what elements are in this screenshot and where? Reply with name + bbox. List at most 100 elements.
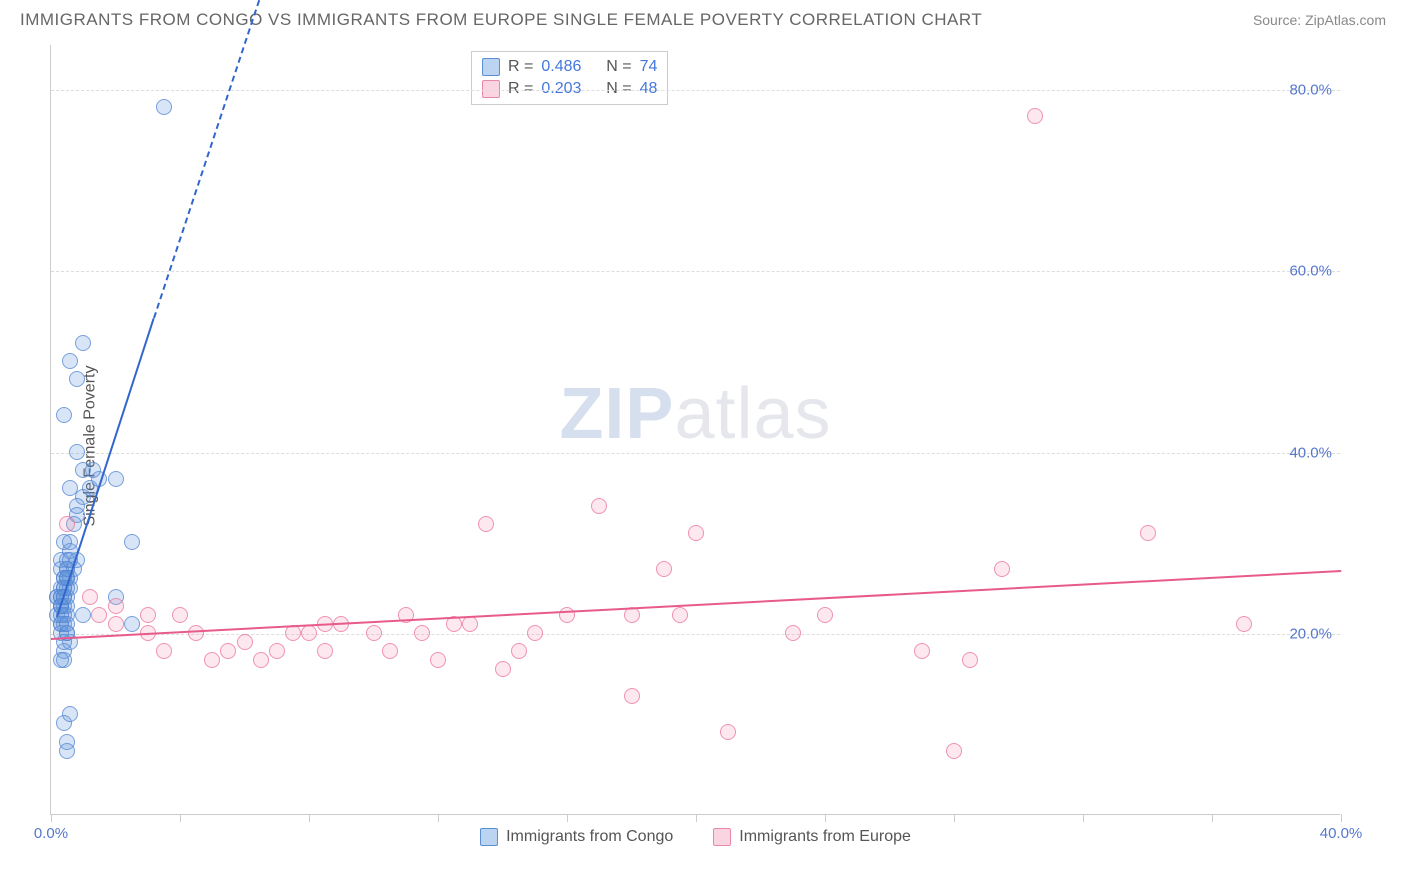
scatter-point-europe xyxy=(962,652,978,668)
scatter-point-europe xyxy=(817,607,833,623)
scatter-point-europe xyxy=(430,652,446,668)
source-label: Source: xyxy=(1253,12,1301,28)
scatter-point-europe xyxy=(591,498,607,514)
chart-source: Source: ZipAtlas.com xyxy=(1253,12,1386,28)
x-tick xyxy=(309,814,310,822)
scatter-point-europe xyxy=(414,625,430,641)
scatter-point-congo xyxy=(59,743,75,759)
scatter-point-europe xyxy=(785,625,801,641)
scatter-point-europe xyxy=(269,643,285,659)
scatter-point-congo xyxy=(69,498,85,514)
n-label: N = xyxy=(606,80,631,98)
scatter-point-europe xyxy=(91,607,107,623)
scatter-point-europe xyxy=(1027,108,1043,124)
x-tick xyxy=(567,814,568,822)
scatter-point-europe xyxy=(511,643,527,659)
watermark: ZIPatlas xyxy=(559,373,831,455)
scatter-point-congo xyxy=(156,99,172,115)
scatter-point-europe xyxy=(1236,616,1252,632)
scatter-point-congo xyxy=(62,480,78,496)
x-tick-label-right: 40.0% xyxy=(1320,825,1363,842)
scatter-point-europe xyxy=(672,607,688,623)
scatter-point-europe xyxy=(188,625,204,641)
scatter-point-europe xyxy=(1140,525,1156,541)
scatter-point-congo xyxy=(62,706,78,722)
n-value-b: 48 xyxy=(640,80,658,98)
scatter-point-congo xyxy=(53,652,69,668)
scatter-point-europe xyxy=(204,652,220,668)
x-tick xyxy=(180,814,181,822)
scatter-point-congo xyxy=(62,534,78,550)
scatter-point-congo xyxy=(124,534,140,550)
x-tick xyxy=(1341,814,1342,822)
x-tick xyxy=(954,814,955,822)
scatter-point-europe xyxy=(301,625,317,641)
bottom-legend: Immigrants from Congo Immigrants from Eu… xyxy=(51,828,1340,846)
legend-item-a: Immigrants from Congo xyxy=(480,828,673,846)
y-tick-label: 20.0% xyxy=(1289,625,1332,642)
scatter-point-europe xyxy=(527,625,543,641)
n-value-a: 74 xyxy=(640,58,658,76)
legend-label-b: Immigrants from Europe xyxy=(739,828,911,846)
scatter-point-europe xyxy=(478,516,494,532)
scatter-point-congo xyxy=(69,371,85,387)
x-tick xyxy=(1083,814,1084,822)
scatter-point-europe xyxy=(220,643,236,659)
r-value-b: 0.203 xyxy=(541,80,581,98)
x-tick xyxy=(696,814,697,822)
x-tick xyxy=(51,814,52,822)
scatter-point-europe xyxy=(82,589,98,605)
scatter-point-congo xyxy=(124,616,140,632)
chart-title: IMMIGRANTS FROM CONGO VS IMMIGRANTS FROM… xyxy=(20,10,982,30)
y-tick-label: 60.0% xyxy=(1289,263,1332,280)
scatter-point-europe xyxy=(108,616,124,632)
gridline-h xyxy=(51,453,1340,454)
scatter-point-europe xyxy=(317,643,333,659)
y-tick-label: 40.0% xyxy=(1289,444,1332,461)
scatter-point-europe xyxy=(946,743,962,759)
scatter-point-congo xyxy=(62,353,78,369)
gridline-h xyxy=(51,271,1340,272)
scatter-point-congo xyxy=(85,462,101,478)
y-tick-label: 80.0% xyxy=(1289,82,1332,99)
scatter-point-europe xyxy=(237,634,253,650)
correlation-stats-box: R = 0.486 N = 74 R = 0.203 N = 48 xyxy=(471,51,668,105)
scatter-point-europe xyxy=(108,598,124,614)
scatter-point-europe xyxy=(366,625,382,641)
n-label: N = xyxy=(606,58,631,76)
x-tick-label-left: 0.0% xyxy=(34,825,68,842)
scatter-point-europe xyxy=(559,607,575,623)
swatch-series-a xyxy=(482,58,500,76)
scatter-point-europe xyxy=(688,525,704,541)
scatter-point-europe xyxy=(59,516,75,532)
x-tick xyxy=(1212,814,1213,822)
watermark-bold: ZIP xyxy=(559,374,674,454)
scatter-point-europe xyxy=(495,661,511,677)
legend-label-a: Immigrants from Congo xyxy=(506,828,673,846)
scatter-point-europe xyxy=(382,643,398,659)
legend-item-b: Immigrants from Europe xyxy=(713,828,911,846)
scatter-point-congo xyxy=(75,335,91,351)
scatter-point-europe xyxy=(720,724,736,740)
gridline-h xyxy=(51,90,1340,91)
watermark-light: atlas xyxy=(674,374,831,454)
scatter-point-europe xyxy=(140,607,156,623)
scatter-point-congo xyxy=(108,471,124,487)
swatch-series-a-icon xyxy=(480,828,498,846)
r-value-a: 0.486 xyxy=(541,58,581,76)
scatter-point-europe xyxy=(624,688,640,704)
scatter-point-congo xyxy=(56,407,72,423)
scatter-point-europe xyxy=(994,561,1010,577)
r-label: R = xyxy=(508,80,533,98)
scatter-point-europe xyxy=(156,643,172,659)
scatter-point-congo xyxy=(69,444,85,460)
r-label: R = xyxy=(508,58,533,76)
scatter-point-europe xyxy=(656,561,672,577)
stats-row-series-b: R = 0.203 N = 48 xyxy=(482,78,657,100)
x-tick xyxy=(825,814,826,822)
chart-plot-area: ZIPatlas R = 0.486 N = 74 R = 0.203 N = … xyxy=(50,45,1340,815)
x-tick xyxy=(438,814,439,822)
scatter-point-europe xyxy=(172,607,188,623)
swatch-series-b xyxy=(482,80,500,98)
scatter-point-congo xyxy=(59,616,75,632)
